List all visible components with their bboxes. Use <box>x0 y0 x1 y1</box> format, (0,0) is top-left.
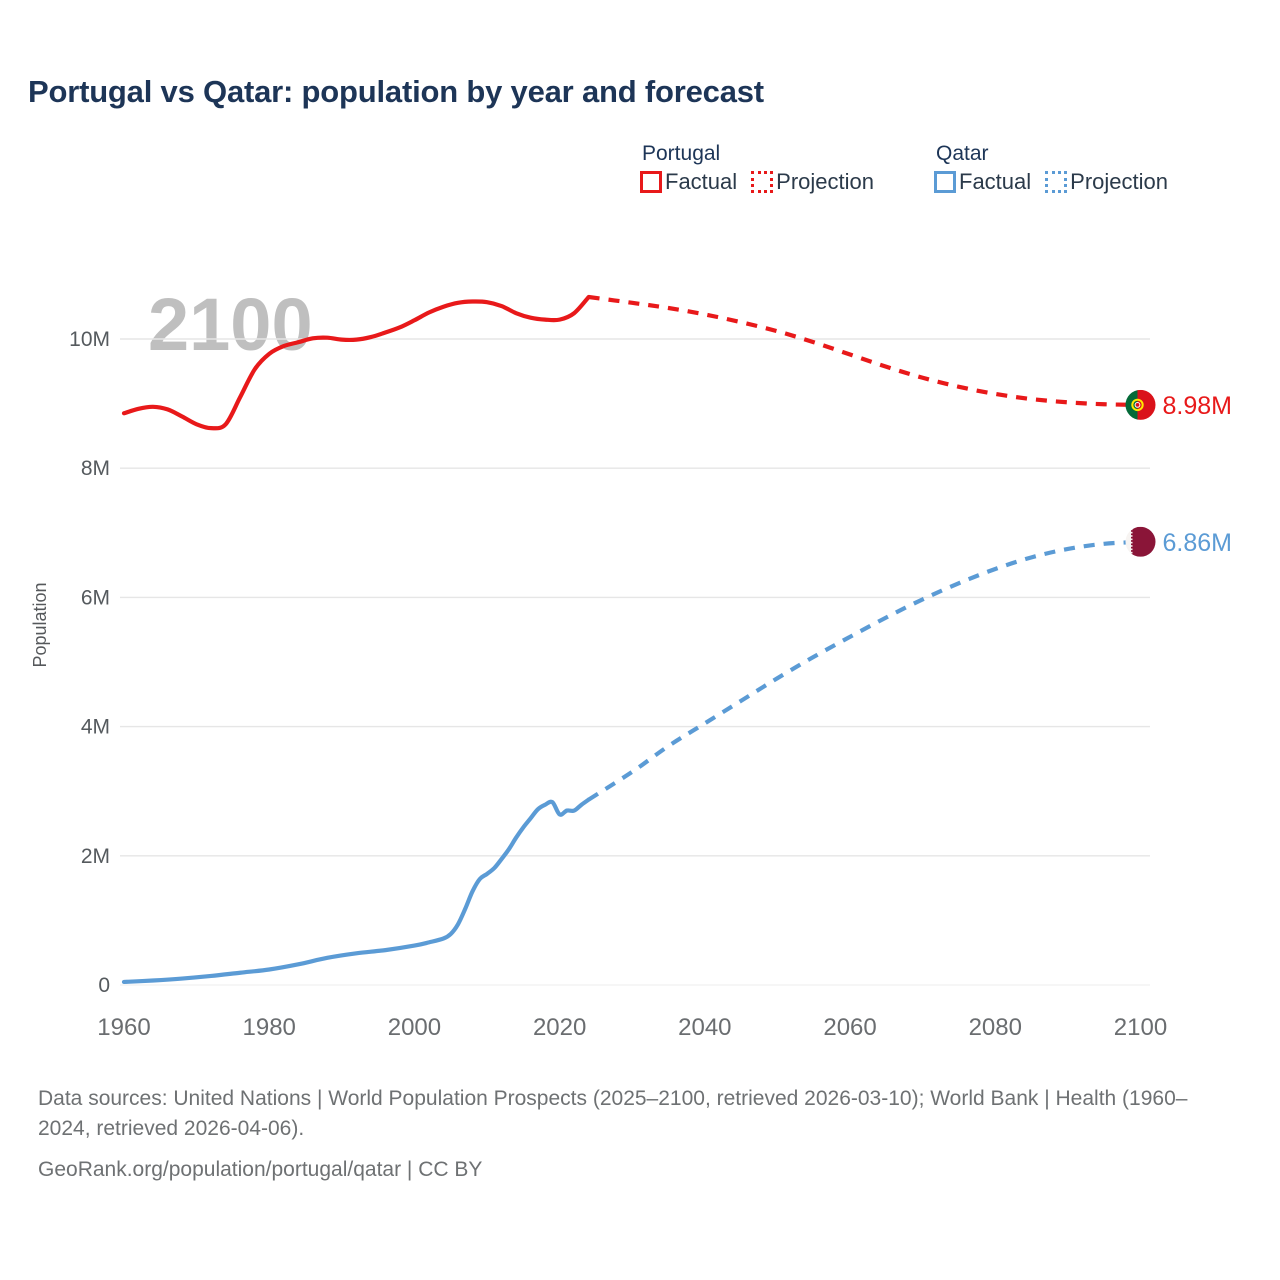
legend-item-portugal-projection[interactable]: Projection <box>751 169 874 195</box>
chart-area: 2100 0 2M 4M 6M 8M 10M 1960 1980 2000 2020 2040 20… <box>30 283 1232 1041</box>
x-tick-label: 2080 <box>969 1014 1022 1041</box>
legend-country-qatar: Qatar <box>936 142 989 165</box>
legend-group-portugal: Portugal Factual Projection <box>640 142 874 195</box>
legend-item-qatar-factual[interactable]: Factual <box>934 169 1031 195</box>
gridlines <box>120 338 1150 986</box>
legend-row-portugal: Factual Projection <box>640 169 874 195</box>
x-tick-label: 2000 <box>388 1014 441 1041</box>
legend-label-portugal-projection: Projection <box>776 169 874 195</box>
x-tick-label: 1960 <box>97 1014 150 1041</box>
legend-swatch-dotted-icon <box>751 171 774 194</box>
legend-swatch-dotted-icon <box>1045 171 1068 194</box>
qatar-endpoint-marker[interactable] <box>1125 526 1156 557</box>
portugal-endpoint-label: 8.98M <box>1162 392 1231 420</box>
series-layer <box>121 294 1141 985</box>
portugal-factual-line <box>121 294 591 431</box>
x-tick-label: 2100 <box>1114 1014 1167 1041</box>
qatar-factual-line <box>121 797 591 985</box>
footer: Data sources: United Nations | World Pop… <box>38 1084 1238 1185</box>
chart-legend: Portugal Factual Projection Qatar Factua… <box>640 142 1168 195</box>
legend-item-portugal-factual[interactable]: Factual <box>640 169 737 195</box>
x-tick-label: 2020 <box>533 1014 586 1041</box>
footer-link[interactable]: GeoRank.org/population/portugal/qatar | … <box>38 1157 483 1181</box>
y-tick-label: 10M <box>69 328 110 351</box>
legend-country-portugal: Portugal <box>642 142 721 165</box>
x-tick-label: 1980 <box>243 1014 296 1041</box>
legend-label-qatar-factual: Factual <box>959 169 1032 195</box>
chart-svg: 2100 0 2M 4M 6M 8M 10M 1960 1980 2000 2020 2040 20… <box>30 283 1232 1041</box>
x-tick-label: 2040 <box>678 1014 731 1041</box>
footer-sources: Data sources: United Nations | World Pop… <box>38 1087 1188 1141</box>
x-axis-ticks: 1960 1980 2000 2020 2040 2060 2080 2100 <box>97 1014 1167 1041</box>
year-watermark: 2100 <box>148 283 313 366</box>
legend-row-qatar: Factual Projection <box>934 169 1168 195</box>
qatar-projection-line <box>587 539 1141 802</box>
page-title: Portugal vs Qatar: population by year an… <box>28 74 764 109</box>
legend-swatch-solid-icon <box>934 171 956 194</box>
y-tick-label: 8M <box>81 457 110 480</box>
portugal-projection-line <box>588 294 1141 407</box>
legend-swatch-solid-icon <box>640 171 662 194</box>
legend-label-qatar-projection: Projection <box>1070 169 1168 195</box>
qatar-endpoint-label: 6.86M <box>1162 529 1231 557</box>
y-tick-label: 0 <box>98 974 110 997</box>
y-tick-label: 4M <box>81 716 110 739</box>
endpoint-layer: 8.98M 6.86M <box>1125 389 1232 557</box>
x-tick-label: 2060 <box>823 1014 876 1041</box>
legend-label-portugal-factual: Factual <box>665 169 738 195</box>
legend-group-qatar: Qatar Factual Projection <box>934 142 1168 195</box>
y-tick-label: 2M <box>81 845 110 868</box>
y-axis-title: Population <box>30 582 50 667</box>
y-tick-label: 6M <box>81 586 110 609</box>
legend-item-qatar-projection[interactable]: Projection <box>1045 169 1168 195</box>
y-axis-ticks: 0 2M 4M 6M 8M 10M <box>69 328 110 997</box>
portugal-endpoint-marker[interactable] <box>1125 389 1156 420</box>
